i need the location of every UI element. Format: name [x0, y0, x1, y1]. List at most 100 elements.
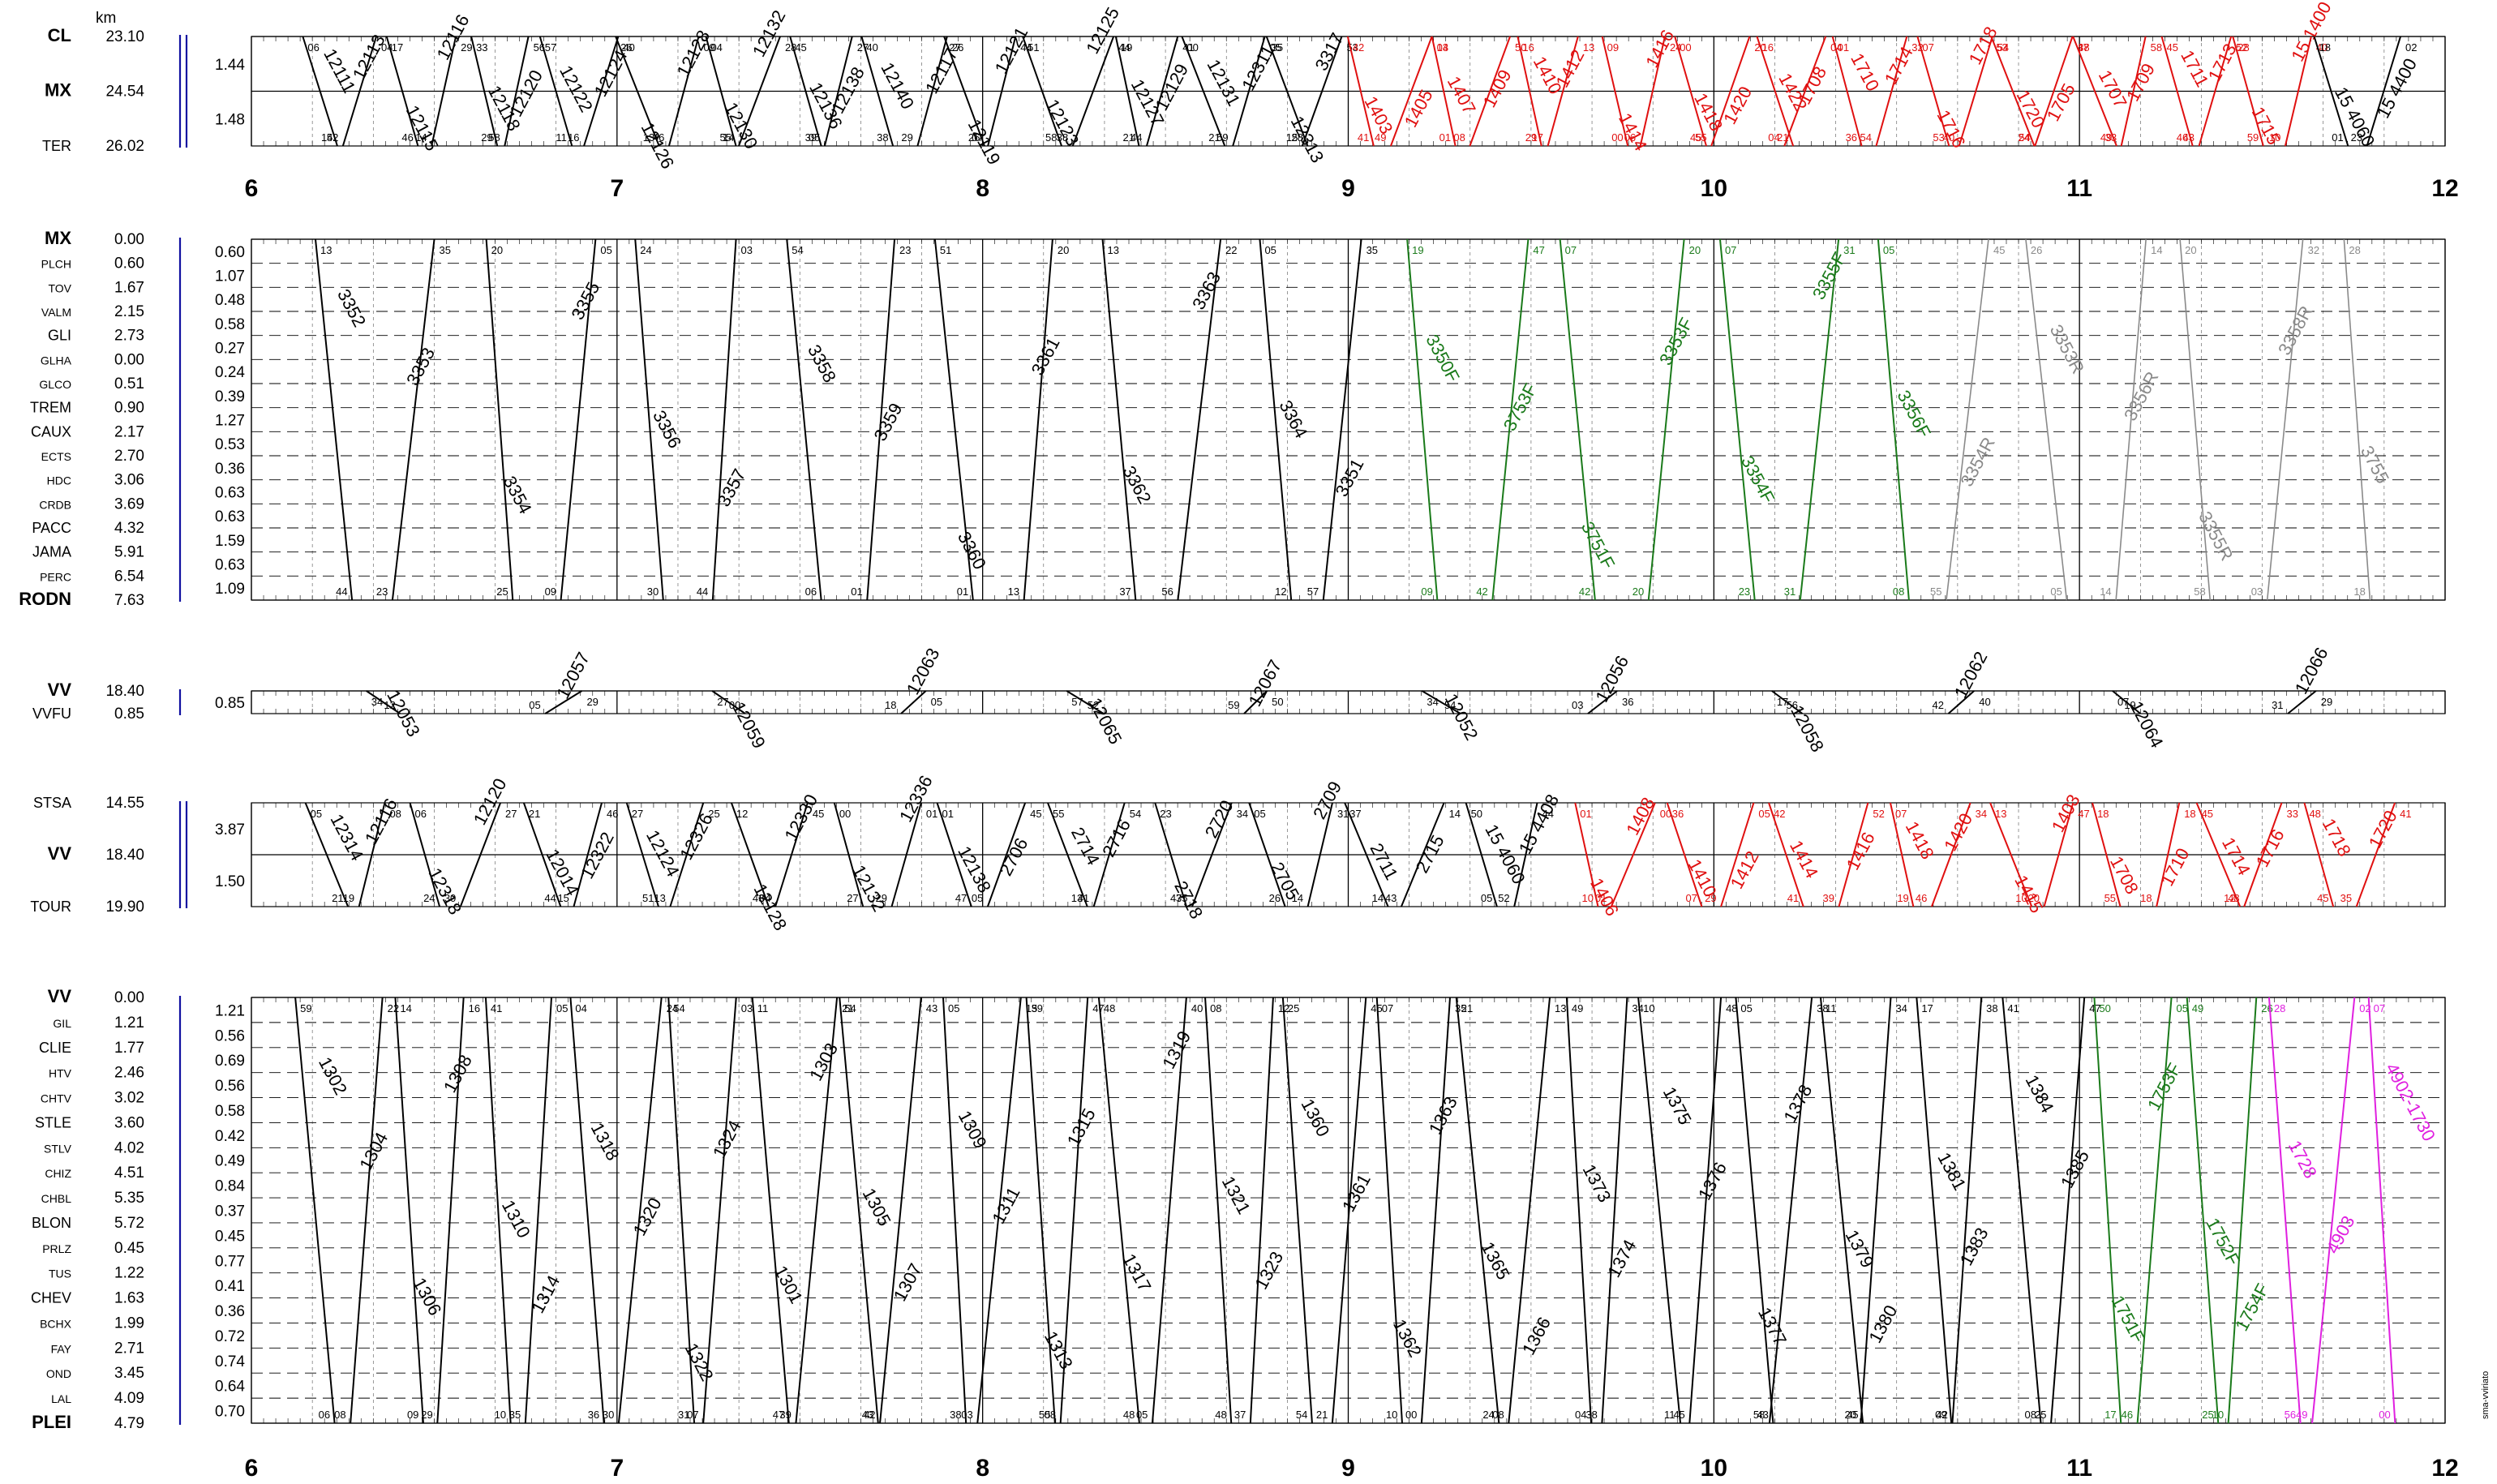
train-path-12330 — [774, 802, 809, 907]
train-minute-label: 49 — [1572, 1002, 1583, 1014]
train-minute-label: 54 — [1130, 808, 1141, 820]
train-path-12065 — [1066, 690, 1105, 714]
train-minute-label: 58 — [2151, 41, 2162, 54]
train-number: 1308 — [440, 1052, 476, 1096]
train-path-12138 — [823, 36, 853, 147]
train-number: 12124 — [590, 47, 632, 101]
station-km: 4.09 — [114, 1390, 144, 1407]
train-path-12116 — [431, 36, 457, 147]
train-number: 1720 — [2365, 807, 2401, 851]
train-path-3353R — [2025, 238, 2068, 601]
train-minute-label: 39 — [1032, 1002, 1043, 1014]
segment-length: 0.41 — [215, 1278, 245, 1295]
train-number: 3358R — [2274, 302, 2317, 358]
train-path-12118 — [470, 36, 499, 147]
train-minute-label: 38 — [1585, 1409, 1597, 1421]
train-minute-label: 01 — [1595, 892, 1607, 904]
train-minute-label: 01 — [926, 808, 937, 820]
station-km: 0.45 — [114, 1240, 144, 1257]
train-number: 1361 — [1338, 1171, 1375, 1216]
train-path-1304 — [350, 997, 384, 1424]
train-number: 3353 — [402, 344, 439, 388]
train-minute-label: 34 — [1895, 1002, 1907, 1014]
train-minute-label: 04 — [759, 892, 770, 904]
train-minute-label: 14 — [1449, 808, 1461, 820]
train-number: 12066 — [2291, 644, 2332, 697]
train-path-1319 — [1151, 997, 1187, 1424]
train-minute-label: 05 — [809, 131, 820, 144]
train-minute-label: 54 — [2019, 131, 2030, 144]
train-minute-label: 17 — [1921, 1002, 1933, 1014]
train-minute-label: 46 — [1916, 892, 1927, 904]
train-number: 1373 — [1579, 1161, 1615, 1206]
train-minute-label: 52 — [1498, 892, 1509, 904]
train-number: 12138 — [827, 63, 869, 117]
train-path-2716 — [1092, 802, 1126, 907]
train-path-3356 — [634, 238, 664, 601]
train-minute-label: 54 — [844, 1002, 856, 1014]
station-km: 3.69 — [114, 495, 144, 513]
train-number: 1319 — [1158, 1027, 1195, 1072]
train-number: 1720 — [2012, 87, 2049, 131]
train-minute-label: 54 — [1444, 699, 1456, 711]
train-number: 12125 — [1082, 4, 1123, 58]
train-minute-label: 44 — [544, 892, 556, 904]
train-path-12063 — [900, 690, 927, 714]
segment-length: 0.36 — [215, 461, 245, 478]
segment-length: 1.07 — [215, 268, 245, 285]
train-path-1403 — [2043, 802, 2074, 907]
station-km: 1.21 — [114, 1014, 144, 1032]
train-minute-label: 42 — [1353, 41, 1364, 54]
train-path-1365 — [1455, 997, 1500, 1424]
segment-length: 0.58 — [215, 316, 245, 333]
train-minute-label: 17 — [392, 41, 403, 54]
train-minute-label: 01 — [957, 585, 968, 598]
train-number: 1376 — [1694, 1159, 1731, 1203]
train-path-12136 — [789, 36, 822, 147]
train-minute-label: 20 — [1632, 585, 1644, 598]
train-minute-label: 08 — [2025, 1409, 2036, 1421]
train-path-1412 — [1720, 802, 1755, 907]
train-minute-label: 58 — [488, 131, 500, 144]
train-number: 1412 — [1552, 46, 1589, 91]
train-minute-label: 59 — [1228, 699, 1239, 711]
train-path-2718 — [1154, 802, 1188, 907]
train-minute-label: 44 — [336, 585, 347, 598]
train-path-3317 — [1301, 36, 1343, 147]
train-minute-label: 49 — [2100, 131, 2112, 144]
train-path-12140 — [860, 36, 895, 147]
segment-length: 1.48 — [215, 111, 245, 128]
train-path-1318 — [569, 997, 605, 1424]
train-minute-label: 47 — [773, 1409, 784, 1421]
train-minute-label: 39 — [805, 131, 817, 144]
train-minute-label: 22 — [1225, 244, 1237, 256]
train-path-1412 — [1547, 36, 1579, 147]
train-minute-label: 14 — [2151, 244, 2162, 256]
station-name: VV — [48, 986, 72, 1006]
train-minute-label: 26 — [2031, 244, 2042, 256]
train-minute-label: 38 — [1057, 131, 1068, 144]
train-minute-label: 16 — [1762, 41, 1774, 54]
train-minute-label: 35 — [1366, 244, 1378, 256]
train-minute-label: 46 — [401, 131, 413, 144]
train-minute-label: 27 — [847, 892, 858, 904]
train-minute-label: 45 — [2202, 808, 2213, 820]
segment-length: 1.09 — [215, 581, 245, 598]
train-minute-label: 51 — [1028, 41, 1039, 54]
station-name: CRDB — [39, 498, 71, 511]
train-path-1418 — [1674, 36, 1707, 147]
train-path-12125 — [1071, 36, 1115, 147]
train-path-1320 — [617, 997, 663, 1424]
train-path-1720 — [2355, 802, 2396, 907]
station-name: BLON — [32, 1215, 71, 1231]
segment-length: 3.87 — [215, 821, 245, 839]
train-minute-label: 30 — [603, 1409, 614, 1421]
train-minute-label: 05 — [1136, 1409, 1148, 1421]
train-path-1403 — [1346, 36, 1375, 147]
train-number: 3350F — [1422, 331, 1463, 385]
train-path-12123 — [1022, 36, 1062, 147]
train-minute-label: 08 — [334, 1409, 345, 1421]
train-path-12313 — [1265, 36, 1309, 147]
train-number: 12132 — [749, 6, 790, 60]
